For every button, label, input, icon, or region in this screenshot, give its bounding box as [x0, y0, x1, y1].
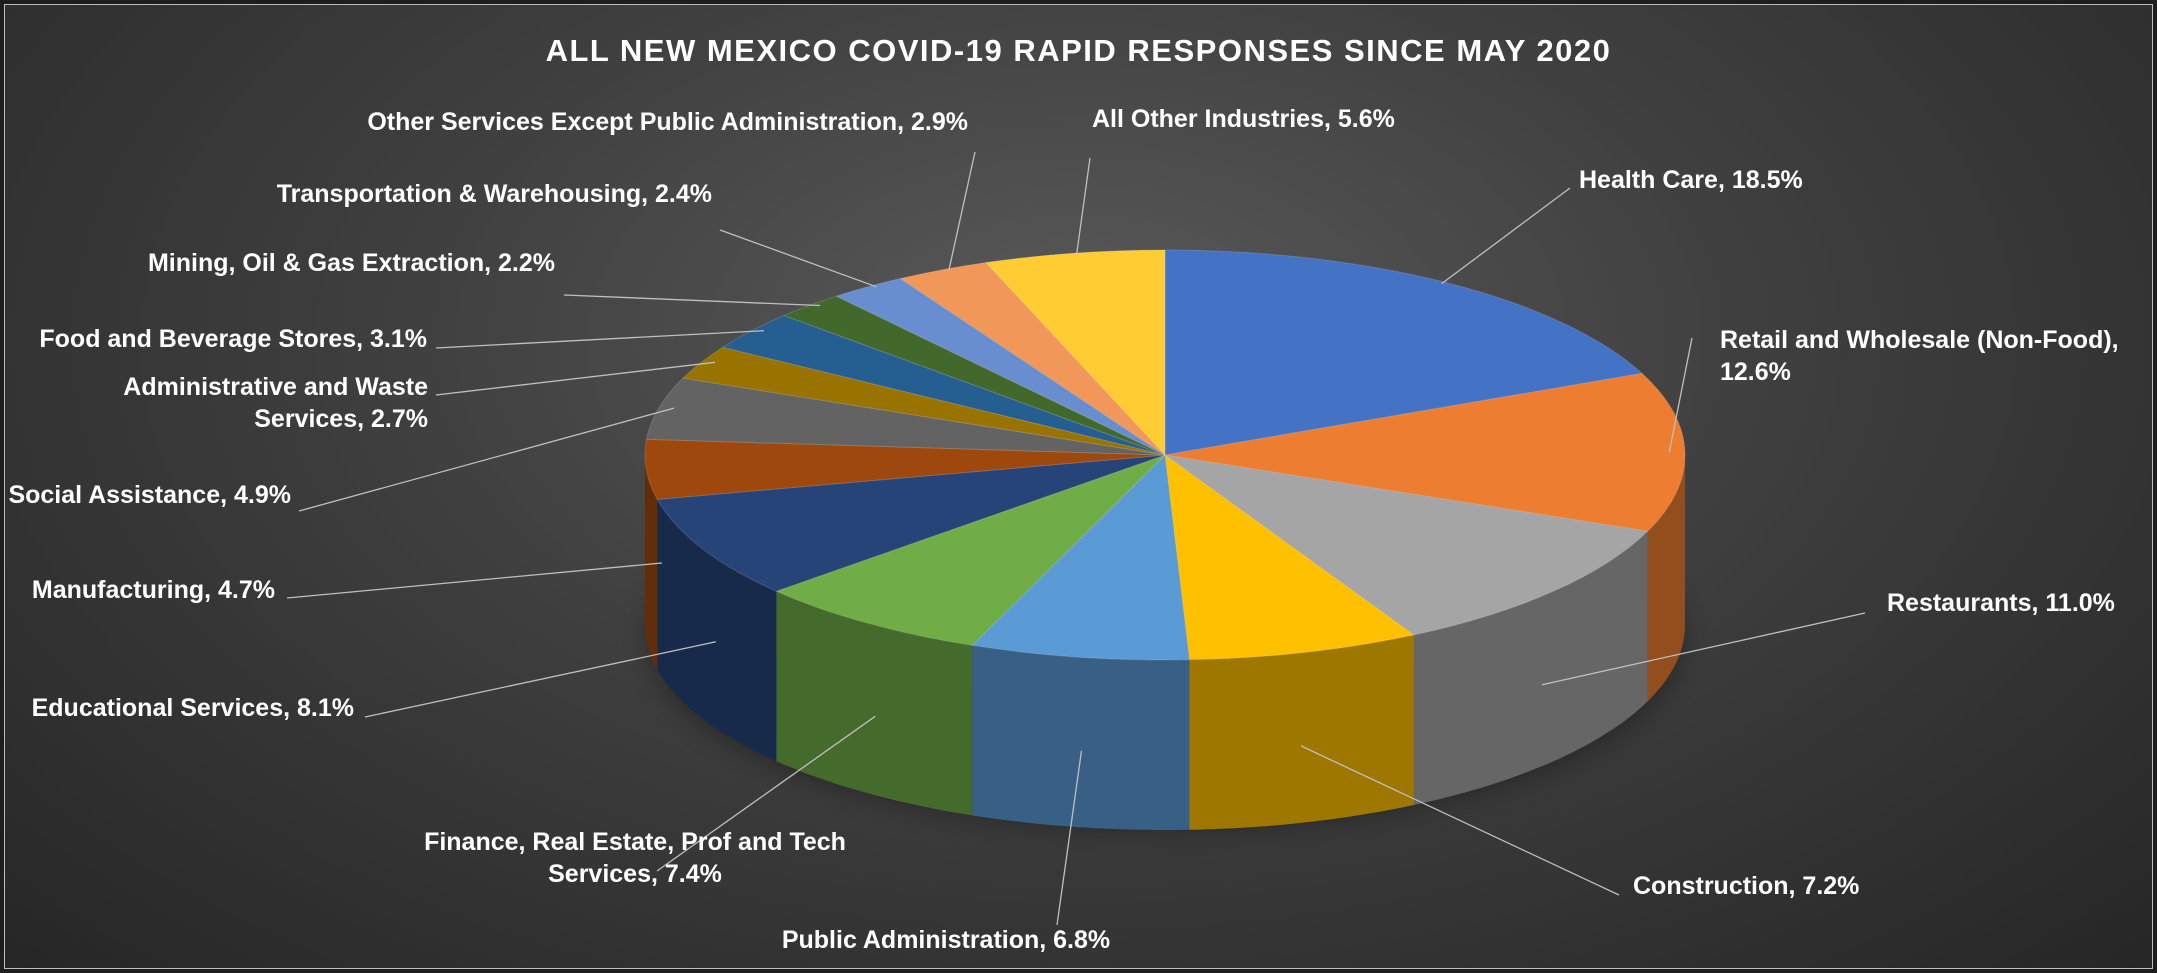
pie-side-restaurants — [1413, 531, 1648, 805]
pie-slice-educational-services — [656, 454, 1166, 592]
data-label-educational-services: Educational Services, 8.1% — [32, 694, 354, 722]
data-labels: Health Care, 18.5% Retail and Wholesale (… — [8, 105, 2118, 954]
data-label-line: Educational Services, 8.1% — [32, 694, 354, 722]
data-label-line: Health Care, 18.5% — [1579, 166, 1803, 194]
data-label-line: Services, 7.4% — [548, 860, 722, 888]
pie-side-manufacturing — [645, 455, 658, 670]
pie-slice-all-other-industries — [984, 249, 1166, 457]
leader-line — [435, 361, 716, 396]
data-label-finance-real-estate-prof-and-tech-services: Finance, Real Estate, Prof and Tech Servi… — [424, 828, 846, 888]
data-label-health-care: Health Care, 18.5% — [1579, 166, 1803, 194]
leader-line — [286, 562, 662, 599]
data-label-line: Public Administration, 6.8% — [782, 926, 1110, 954]
data-label-line: All Other Industries, 5.6% — [1092, 105, 1395, 133]
data-label-line: 12.6% — [1720, 358, 1791, 386]
data-label-line: Finance, Real Estate, Prof and Tech — [424, 828, 846, 856]
data-label-other-services-except-public-administration: Other Services Except Public Administrat… — [367, 108, 968, 136]
pie-side-construction — [1189, 635, 1414, 830]
data-label-transportation-warehousing: Transportation & Warehousing, 2.4% — [277, 180, 712, 208]
chart-area: ALL NEW MEXICO COVID-19 RAPID RESPONSES … — [4, 4, 2153, 969]
pie-slice-transportation-warehousing — [834, 277, 1166, 456]
data-label-line: Transportation & Warehousing, 2.4% — [277, 180, 712, 208]
data-label-construction: Construction, 7.2% — [1633, 872, 1859, 900]
leader-line — [1541, 612, 1866, 686]
pie-slice-retail-and-wholesale-non-food- — [1164, 372, 1686, 532]
pie-sides — [645, 455, 1685, 830]
data-label-mining-oil-gas-extraction: Mining, Oil & Gas Extraction, 2.2% — [148, 249, 555, 277]
leader-line — [948, 151, 976, 270]
leader-line — [435, 330, 764, 349]
pie-side-educational-services — [657, 499, 777, 762]
data-label-line: Manufacturing, 4.7% — [32, 576, 275, 604]
pie-slice-manufacturing — [644, 438, 1166, 500]
leader-line — [719, 229, 877, 288]
pie-slice-other-services-except-public-administration — [899, 261, 1166, 456]
data-label-line: Social Assistance, 4.9% — [8, 481, 291, 509]
pie-side-retail-and-wholesale-non-food- — [1647, 455, 1685, 702]
leader-line — [298, 407, 675, 512]
data-label-line: Services, 2.7% — [254, 405, 428, 433]
leader-line — [1668, 337, 1693, 453]
data-label-line: Administrative and Waste — [123, 373, 428, 401]
pie-slice-construction — [1164, 453, 1416, 661]
data-label-public-administration: Public Administration, 6.8% — [782, 926, 1110, 954]
pie-side-public-administration — [972, 645, 1190, 830]
data-label-line: Food and Beverage Stores, 3.1% — [39, 325, 427, 353]
data-label-line: Construction, 7.2% — [1633, 872, 1859, 900]
pie-slice-public-administration — [971, 453, 1191, 661]
pie-side-finance-real-estate-prof-and-tech-services — [776, 591, 973, 816]
pie-chart-svg: Health Care, 18.5% Retail and Wholesale (… — [8, 105, 2118, 954]
data-label-line: Other Services Except Public Administrat… — [367, 108, 968, 136]
data-label-retail-and-wholesale-non-food-: Retail and Wholesale (Non-Food), 12.6% — [1720, 326, 2119, 386]
pie-slice-restaurants — [1164, 454, 1649, 636]
data-label-line: Restaurants, 11.0% — [1887, 589, 2115, 617]
data-label-administrative-and-waste-services: Administrative and Waste Services, 2.7% — [123, 373, 428, 433]
leader-line — [1300, 745, 1620, 896]
leader-line — [1076, 157, 1091, 254]
data-label-food-and-beverage-stores: Food and Beverage Stores, 3.1% — [39, 325, 427, 353]
data-label-line: Retail and Wholesale (Non-Food), — [1720, 326, 2119, 354]
chart-title: ALL NEW MEXICO COVID-19 RAPID RESPONSES … — [545, 33, 1612, 68]
pie-slice-finance-real-estate-prof-and-tech-services — [774, 454, 1166, 646]
leader-line — [1441, 187, 1571, 285]
leader-line — [364, 641, 716, 718]
data-label-line: Mining, Oil & Gas Extraction, 2.2% — [148, 249, 555, 277]
data-label-manufacturing: Manufacturing, 4.7% — [32, 576, 275, 604]
data-label-all-other-industries: All Other Industries, 5.6% — [1092, 105, 1395, 133]
pie-slice-administrative-and-waste-services — [681, 346, 1166, 456]
data-label-social-assistance: Social Assistance, 4.9% — [8, 481, 291, 509]
leader-line — [656, 715, 876, 872]
data-label-restaurants: Restaurants, 11.0% — [1887, 589, 2115, 617]
leader-line — [1056, 750, 1083, 926]
leader-line — [563, 294, 821, 307]
pie-slice-health-care — [1164, 249, 1644, 456]
pie-slice-social-assistance — [645, 377, 1166, 456]
pie-top — [644, 249, 1686, 661]
